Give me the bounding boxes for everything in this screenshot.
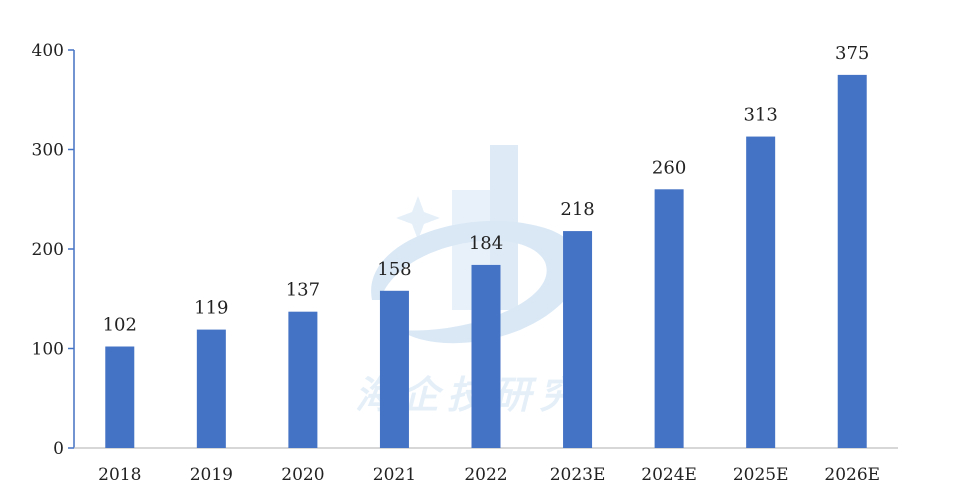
data-label: 158 — [377, 259, 411, 280]
y-tick-label: 100 — [32, 340, 64, 360]
bar — [196, 329, 226, 448]
x-tick-label: 2023E — [550, 465, 606, 485]
bar — [105, 346, 135, 448]
data-label: 137 — [286, 280, 320, 301]
data-label: 119 — [194, 298, 228, 319]
watermark-swoosh — [371, 220, 581, 344]
data-label: 313 — [743, 105, 777, 126]
bar — [471, 264, 501, 448]
x-tick-label: 2019 — [190, 465, 233, 485]
labels: 102 2018 119 2019 137 2020 158 2021 184 2022 218 20… — [98, 43, 880, 485]
y-tick-label: 400 — [32, 41, 64, 61]
y-tick-label: 200 — [32, 240, 64, 260]
x-tick-label: 2018 — [98, 465, 141, 485]
data-label: 260 — [652, 157, 686, 178]
x-tick-label: 2021 — [373, 465, 416, 485]
watermark-logo: 海企技研究 — [355, 145, 581, 417]
data-label: 375 — [835, 43, 869, 64]
data-label: 184 — [469, 233, 503, 254]
bar — [288, 311, 318, 448]
x-tick-label: 2020 — [281, 465, 324, 485]
data-label: 102 — [103, 315, 137, 336]
bar — [379, 290, 409, 448]
bar — [654, 189, 684, 449]
x-tick-label: 2026E — [824, 465, 880, 485]
bar — [563, 231, 593, 448]
y-tick-label: 0 — [53, 439, 64, 459]
bars — [105, 74, 867, 449]
watermark-sparkle-icon — [396, 196, 440, 240]
data-label: 218 — [560, 199, 594, 220]
y-tick-label: 300 — [32, 141, 64, 161]
x-tick-label: 2025E — [733, 465, 789, 485]
bar — [746, 136, 776, 448]
x-tick-label: 2022 — [464, 465, 507, 485]
bar — [837, 74, 867, 448]
x-tick-label: 2024E — [641, 465, 697, 485]
